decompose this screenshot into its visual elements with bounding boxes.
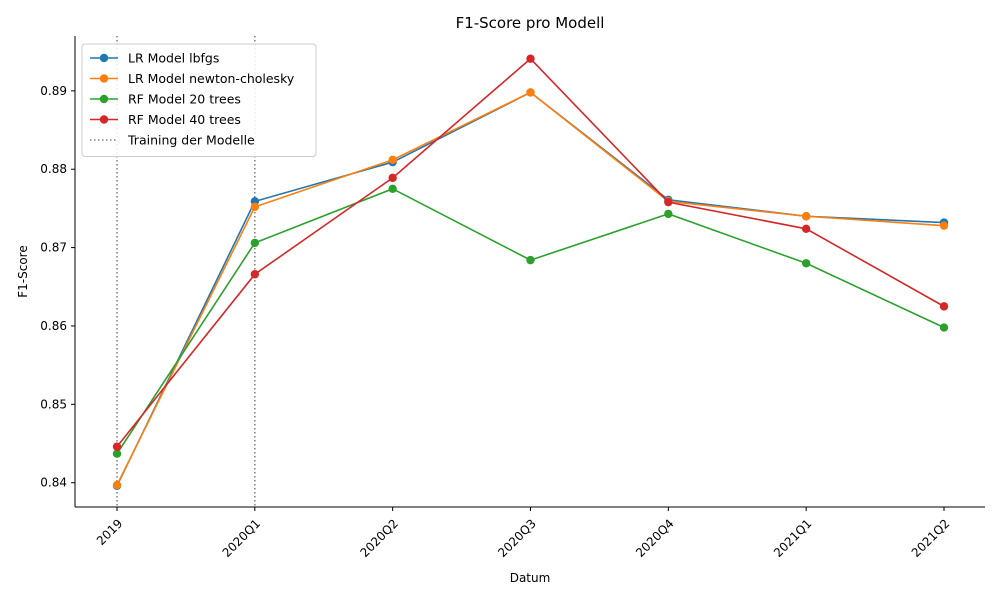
data-point [112,442,122,451]
legend-label: RF Model 40 trees [128,112,241,127]
y-tick-label: 0.85 [40,397,67,411]
y-tick-label: 0.84 [40,476,67,490]
data-point [112,480,122,490]
data-point [388,184,397,194]
x-axis-title: Datum [510,571,551,585]
data-point [939,221,949,230]
data-point [801,212,811,221]
data-point [801,224,811,233]
data-point [112,449,122,458]
data-point [388,173,397,183]
data-point [664,209,673,219]
data-point [250,238,260,248]
data-point [250,202,260,212]
y-tick-label: 0.86 [40,319,67,333]
y-tick-label: 0.88 [40,162,67,176]
data-point [526,88,535,97]
legend-swatch-marker [99,94,109,104]
legend-label: Training der Modelle [127,133,255,148]
x-tick-label: 2021Q2 [909,516,953,560]
x-tick-label: 2020Q2 [357,516,401,560]
data-point [939,323,949,332]
y-tick-label: 0.89 [40,84,67,98]
data-point [526,255,535,265]
legend-swatch-marker [99,74,109,83]
legend-swatch-marker [99,115,109,124]
x-tick-label: 2020Q3 [495,516,539,560]
x-tick-label: 2020Q4 [633,516,677,560]
data-point [664,197,673,207]
chart-title: F1-Score pro Modell [456,14,605,32]
legend-box [81,43,317,157]
legend-label: LR Model newton-cholesky [128,71,295,86]
data-point [939,302,949,311]
legend: LR Model lbfgs LR Model newton-cholesky RF… [81,43,317,157]
legend-label: LR Model lbfgs [128,51,219,66]
y-tick-label: 0.87 [40,241,67,255]
x-tick-label: 2019 [94,516,125,547]
data-point [801,259,811,268]
data-point [388,155,397,165]
x-tick-label: 2020Q1 [220,516,264,560]
data-point [526,54,535,63]
y-axis-title: F1-Score [16,245,30,297]
legend-swatch-marker [99,53,109,63]
x-tick-label: 2021Q1 [771,516,815,560]
legend-label: RF Model 20 trees [128,92,241,107]
data-point [250,270,260,279]
